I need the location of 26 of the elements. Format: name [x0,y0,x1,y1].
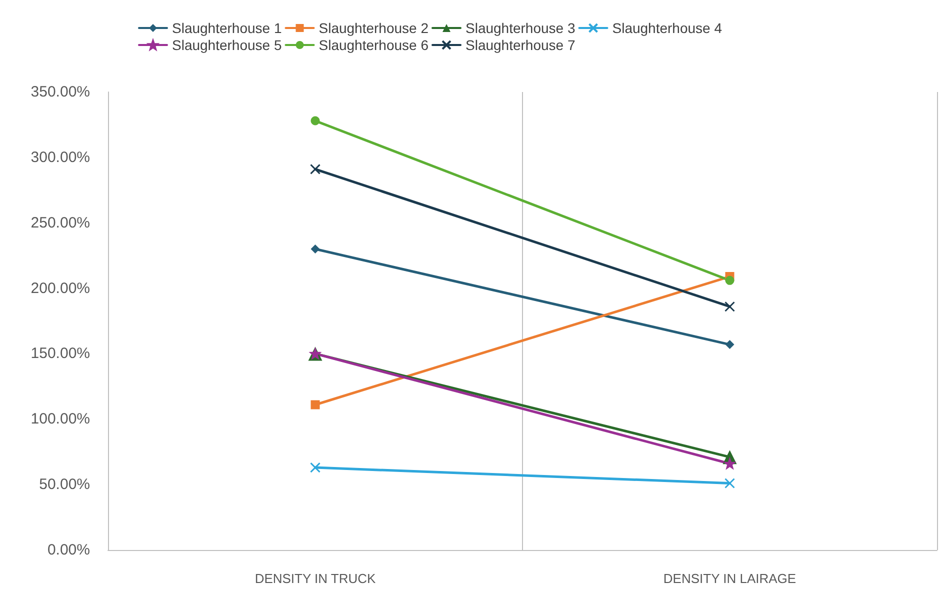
point [310,462,320,473]
legend-label: Slaughterhouse 5 [172,37,282,53]
point [310,400,320,410]
legend-label: Slaughterhouse 7 [466,37,576,53]
y-tick-label: 150.00% [30,345,90,362]
y-tick-label: 300.00% [30,148,90,166]
legend-label: Slaughterhouse 6 [318,37,429,53]
x-tick-label: DENSITY IN LAIRAGE [663,571,796,586]
legend-label: Slaughterhouse 4 [612,20,722,36]
point [310,244,320,254]
point [724,301,735,312]
y-tick-label: 0.00% [47,542,90,558]
y-tick-label: 350.00% [30,84,90,100]
legend-label: Slaughterhouse 2 [318,20,429,36]
y-tick-label: 250.00% [30,214,90,232]
y-tick-label: 100.00% [30,410,90,428]
x-tick-label: DENSITY IN TRUCK [254,571,376,586]
legend-label: Slaughterhouse 1 [172,20,282,36]
y-tick-label: 50.00% [39,476,90,494]
point [725,276,734,285]
point [724,478,735,489]
point [310,116,320,126]
point [725,340,734,350]
legend-label: Slaughterhouse 3 [466,20,576,36]
point [310,164,320,174]
y-tick-label: 200.00% [30,280,90,297]
